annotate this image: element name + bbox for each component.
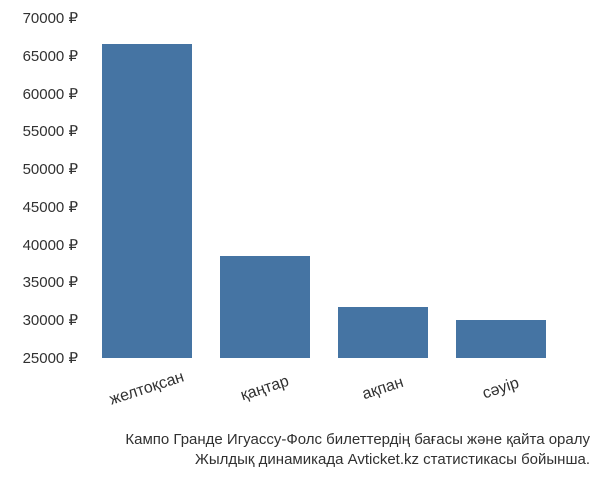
bar (338, 307, 428, 358)
caption-line: Жылдық динамикада Avticket.kz статистика… (10, 450, 590, 470)
y-tick-label: 40000 ₽ (0, 236, 78, 254)
chart-caption: Кампо Гранде Игуассу-Фолс билеттердің ба… (10, 430, 590, 471)
x-tick-label: қаңтар (196, 359, 335, 419)
bar (102, 44, 192, 358)
y-tick-label: 25000 ₽ (0, 349, 78, 367)
y-tick-label: 45000 ₽ (0, 198, 78, 216)
x-tick-label: желтоқсан (78, 359, 217, 419)
bar (220, 256, 310, 358)
x-tick-label: сәуір (432, 359, 571, 419)
y-tick-label: 50000 ₽ (0, 160, 78, 178)
y-tick-label: 60000 ₽ (0, 85, 78, 103)
caption-line: Кампо Гранде Игуассу-Фолс билеттердің ба… (10, 430, 590, 450)
x-tick-label: ақпан (314, 359, 453, 419)
y-tick-label: 70000 ₽ (0, 9, 78, 27)
y-tick-label: 35000 ₽ (0, 273, 78, 291)
y-tick-label: 30000 ₽ (0, 311, 78, 329)
y-tick-label: 65000 ₽ (0, 47, 78, 65)
price-bar-chart: Кампо Гранде Игуассу-Фолс билеттердің ба… (0, 0, 600, 500)
plot-area (88, 18, 560, 358)
bar (456, 320, 546, 358)
y-tick-label: 55000 ₽ (0, 122, 78, 140)
